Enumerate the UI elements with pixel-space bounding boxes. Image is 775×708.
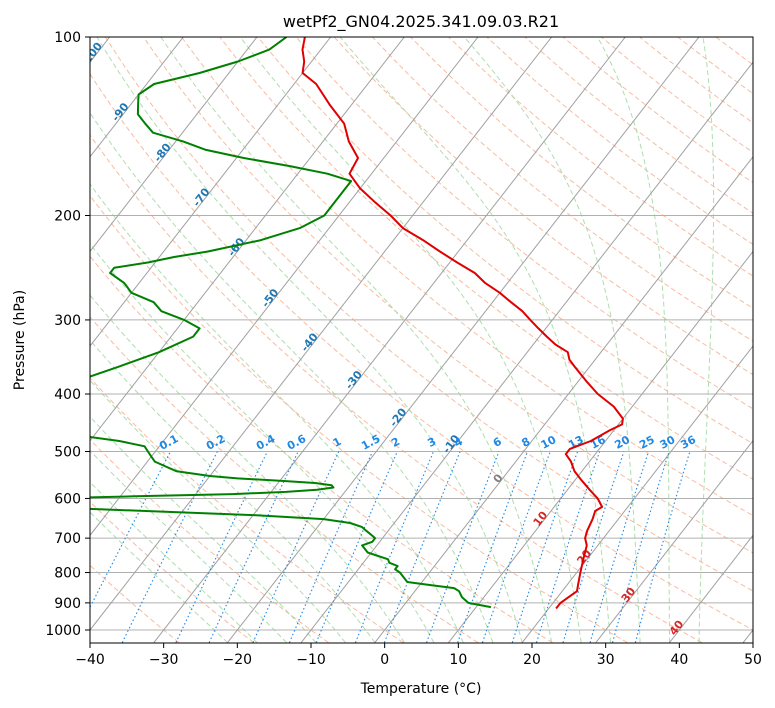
moist-adiabat-line <box>90 416 317 643</box>
moist-adiabat-line <box>90 379 346 643</box>
mixing-ratio-line <box>562 451 625 643</box>
isotherm-line <box>90 37 405 442</box>
moist-adiabat-line <box>339 37 612 643</box>
profile-series <box>90 37 624 610</box>
y-tick-label: 500 <box>54 444 81 460</box>
mixing-ratio-label: 20 <box>612 433 632 452</box>
plot-frame <box>89 36 754 644</box>
mixing-ratio-line <box>589 451 650 643</box>
temperature-profile-line <box>301 37 624 610</box>
isotherm-line <box>90 37 184 158</box>
dewpoint-profile-line <box>90 37 492 609</box>
isotherm-line <box>153 37 626 643</box>
x-tick-label: −40 <box>75 652 105 668</box>
isotherm-line <box>227 37 700 643</box>
moist-adiabat-line <box>90 339 376 643</box>
dry-adiabat-line <box>90 501 255 643</box>
x-axis-label: Temperature (°C) <box>360 681 482 697</box>
y-tick-label: 400 <box>54 387 81 403</box>
dry-adiabat-line <box>219 37 753 480</box>
isotherm-line <box>90 37 332 347</box>
mixing-ratio-line <box>383 451 461 643</box>
y-tick-label: 600 <box>54 491 81 507</box>
x-tick-label: 0 <box>380 652 389 668</box>
moist-adiabat-line <box>464 37 641 643</box>
dry-adiabat-line <box>90 194 628 643</box>
moist-adiabat-line <box>90 481 258 643</box>
mixing-ratio-line <box>457 451 529 643</box>
y-tick-label: 1000 <box>45 623 81 639</box>
x-tick-label: 20 <box>523 652 541 668</box>
moist-adiabat-line <box>698 37 715 643</box>
isotherm-line <box>669 534 753 643</box>
x-tick-label: −30 <box>149 652 179 668</box>
dry-adiabat-line <box>90 72 753 631</box>
dry-adiabat-line <box>90 316 479 643</box>
mixing-ratio-line <box>426 451 500 643</box>
x-tick-label: 10 <box>449 652 467 668</box>
moist-adiabat-line <box>90 243 435 643</box>
y-axis: 100 200 300 400 500 600 700 800 900 1000 <box>45 30 90 639</box>
x-tick-label: −20 <box>223 652 253 668</box>
mixing-ratio-line <box>354 451 435 643</box>
isotherm-line <box>448 250 753 643</box>
isotherm-line <box>90 37 553 631</box>
moist-adiabat-line <box>90 449 287 643</box>
mixing-ratio-line <box>288 451 374 643</box>
moist-adiabat-line <box>160 37 553 643</box>
mixing-ratio-line <box>315 451 398 643</box>
isotherm-line <box>90 37 258 253</box>
y-tick-label: 800 <box>54 566 81 582</box>
mixing-ratio-label: 16 <box>588 433 608 452</box>
mixing-ratio-label: 13 <box>566 433 586 452</box>
mixing-ratio-label: 25 <box>637 433 657 452</box>
mixing-ratio-label: 30 <box>658 433 678 452</box>
isotherm-line <box>595 439 753 643</box>
isotherm-line <box>90 37 479 537</box>
moist-adiabat-line <box>96 37 523 643</box>
y-axis-label: Pressure (hPa) <box>12 290 28 390</box>
y-tick-label: 300 <box>54 313 81 329</box>
y-tick-label: 200 <box>54 209 81 225</box>
x-tick-label: −10 <box>296 652 326 668</box>
isotherm-line <box>521 345 753 643</box>
isotherm-line <box>374 156 753 643</box>
x-tick-label: 40 <box>670 652 688 668</box>
x-tick-label: 50 <box>744 652 762 668</box>
isotherm-line <box>300 61 753 643</box>
moist-adiabat-line <box>239 37 582 643</box>
moist-adiabat-line <box>597 37 671 643</box>
dry-adiabat-line <box>104 37 753 592</box>
dry-adiabat-line <box>372 37 753 342</box>
chart-title: wetPf2_GN04.2025.341.09.03.R21 <box>283 12 559 32</box>
mixing-ratio-line <box>481 451 551 643</box>
dry-adiabat-line <box>90 134 703 643</box>
dry-adiabat-line <box>90 564 180 643</box>
dry-adiabat-line <box>333 37 753 376</box>
y-tick-label: 900 <box>54 596 81 612</box>
mixing-ratio-line <box>511 451 579 643</box>
mixing-ratio-label: 10 <box>539 433 559 452</box>
mixing-ratio-label: 36 <box>678 433 698 452</box>
y-tick-label: 100 <box>54 30 81 46</box>
mixing-ratio-line <box>634 451 691 643</box>
y-tick-label: 700 <box>54 531 81 547</box>
x-tick-label: 30 <box>597 652 615 668</box>
mixing-ratio-line <box>535 451 601 643</box>
moist-adiabat-line <box>90 183 464 643</box>
mixing-ratio-line <box>612 451 670 643</box>
x-axis: −40 −30 −20 −10 0 10 20 30 40 50 <box>75 643 762 668</box>
background-lines <box>90 37 753 643</box>
